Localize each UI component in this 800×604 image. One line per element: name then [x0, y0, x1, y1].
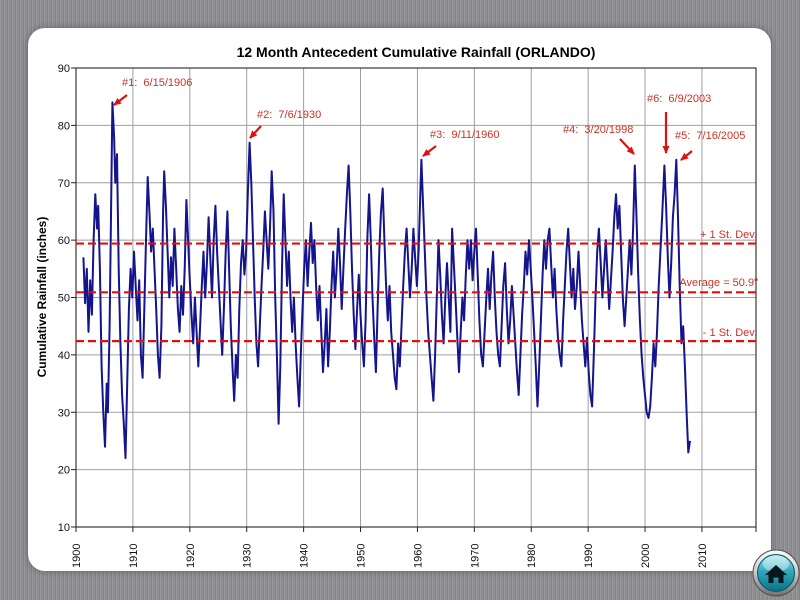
svg-text:1930: 1930: [242, 544, 254, 568]
y-axis-title: Cumulative Rainfall (inches): [35, 216, 49, 378]
svg-text:20: 20: [58, 465, 70, 477]
svg-text:1910: 1910: [128, 544, 140, 568]
svg-text:90: 90: [58, 63, 70, 75]
svg-text:10: 10: [58, 522, 70, 534]
svg-text:1970: 1970: [469, 544, 481, 568]
x-axis-labels: 1900 1910 1920 1930 1940 1950 1960 1970 1980 1990…: [71, 544, 709, 568]
svg-text:50: 50: [58, 293, 70, 305]
rainfall-series-line: [82, 101, 691, 460]
svg-text:1940: 1940: [299, 544, 311, 568]
axis-ticks: [71, 67, 757, 532]
gridlines: [76, 68, 756, 527]
average-label: Average = 50.9": [679, 277, 758, 289]
svg-text:1950: 1950: [356, 544, 368, 568]
svg-text:70: 70: [58, 178, 70, 190]
y-axis-labels: 10 20 30 40 50 60 70 80 90: [58, 63, 70, 534]
svg-text:1920: 1920: [185, 544, 197, 568]
svg-text:60: 60: [58, 235, 70, 247]
svg-text:80: 80: [58, 120, 70, 132]
annotation-peak-2: #2: 7/6/1930: [257, 109, 322, 121]
home-button[interactable]: [750, 547, 800, 599]
annotation-peak-3: #3: 9/11/1960: [430, 129, 500, 141]
svg-text:1900: 1900: [71, 544, 83, 568]
annotation-peak-5: #5: 7/16/2005: [675, 130, 746, 142]
annotation-peak-4: #4: 3/20/1998: [563, 124, 634, 136]
svg-text:2000: 2000: [640, 544, 652, 568]
reference-lines: [76, 242, 757, 343]
svg-text:30: 30: [58, 407, 70, 419]
svg-text:1960: 1960: [412, 544, 424, 568]
svg-text:40: 40: [58, 350, 70, 362]
svg-text:1990: 1990: [583, 544, 595, 568]
annotation-peak-1: #1: 6/15/1906: [122, 77, 193, 89]
plus-one-stdev-label: + 1 St. Dev.: [700, 229, 757, 241]
minus-one-stdev-label: - 1 St. Dev.: [702, 327, 757, 339]
chart-title: 12 Month Antecedent Cumulative Rainfall …: [236, 44, 596, 60]
svg-text:1980: 1980: [526, 544, 538, 568]
slide: [28, 28, 771, 571]
annotation-arrows: [113, 94, 693, 161]
svg-text:2010: 2010: [697, 544, 709, 568]
annotation-peak-6: #6: 6/9/2003: [647, 93, 712, 105]
home-icon: [752, 549, 800, 597]
